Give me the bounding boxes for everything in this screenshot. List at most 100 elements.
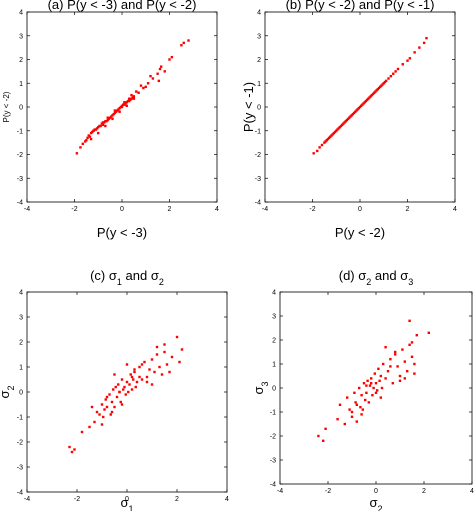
- x-tick-label: 0: [358, 206, 362, 213]
- data-point: [80, 430, 84, 434]
- data-point: [142, 86, 145, 90]
- data-point: [163, 343, 166, 346]
- x-tick-label: -2: [309, 206, 315, 213]
- x-tick-label: 4: [470, 488, 474, 495]
- data-point: [120, 403, 124, 406]
- data-point: [389, 365, 392, 368]
- data-point: [113, 405, 116, 409]
- data-point: [180, 44, 183, 47]
- y-tick-label: 2: [272, 338, 276, 345]
- data-point: [394, 353, 397, 356]
- data-point: [133, 370, 136, 374]
- data-point: [427, 331, 430, 334]
- y-tick-label: 0: [19, 105, 23, 112]
- data-point: [68, 445, 71, 449]
- y-tick-label: 3: [257, 33, 261, 40]
- x-tick-label: -4: [262, 206, 268, 213]
- data-point: [133, 368, 136, 371]
- data-point: [102, 415, 105, 419]
- data-point: [110, 400, 114, 404]
- y-tick-label: 4: [19, 290, 23, 297]
- data-point: [100, 423, 104, 426]
- data-point: [368, 384, 372, 387]
- data-point: [113, 373, 116, 376]
- data-point: [117, 383, 120, 386]
- data-point: [370, 382, 373, 385]
- x-tick-label: 4: [453, 206, 457, 213]
- x-tick-label: -2: [325, 488, 331, 495]
- data-point: [378, 379, 381, 382]
- y-tick-label: -1: [17, 128, 23, 135]
- data-point: [170, 355, 174, 359]
- y-axis-label: σ3: [251, 381, 270, 394]
- data-point: [396, 365, 399, 368]
- data-point: [148, 368, 151, 371]
- data-point: [175, 335, 179, 339]
- data-point: [401, 63, 404, 66]
- data-point: [125, 104, 128, 108]
- data-point: [408, 319, 411, 322]
- y-tick-label: -3: [17, 176, 23, 183]
- data-point: [106, 116, 109, 119]
- data-point: [336, 418, 339, 421]
- data-point: [317, 434, 320, 438]
- scatter-panel-3: -4 -2 0 2 4 -4 -3 -2 -1 0 1 2 3 4 (c) σ1 and σ2 σ1 σ2: [0, 268, 229, 511]
- data-point: [403, 377, 406, 380]
- data-point: [391, 382, 394, 385]
- data-point: [365, 384, 368, 387]
- y-tick-label: 2: [19, 340, 23, 347]
- x-tick-label: -4: [24, 496, 30, 503]
- y-tick-label: -4: [255, 200, 261, 207]
- y-tick-label: 4: [257, 10, 261, 17]
- data-point: [384, 79, 388, 83]
- x-tick-label: 2: [406, 206, 410, 213]
- chart-title: (a) P(y < -3) and P(y < -2): [48, 0, 197, 12]
- data-point: [384, 377, 387, 380]
- data-point: [90, 405, 94, 409]
- data-point: [373, 372, 376, 375]
- x-tick-label: -4: [277, 488, 283, 495]
- data-point: [324, 427, 327, 430]
- y-tick-label: -4: [270, 482, 276, 489]
- data-point: [362, 382, 366, 385]
- y-tick-label: -2: [270, 434, 276, 441]
- data-point: [118, 390, 121, 394]
- data-point: [410, 341, 414, 344]
- data-point: [408, 343, 411, 346]
- data-point: [104, 124, 107, 128]
- data-point: [108, 393, 111, 396]
- scatter-panel-4: -4 -2 0 2 4 -4 -3 -2 -1 0 1 2 3 4 (d) σ2 and σ3 σ2 σ3: [251, 268, 474, 511]
- data-point: [355, 420, 358, 423]
- data-point: [140, 363, 144, 366]
- data-point: [343, 422, 346, 426]
- data-point: [398, 379, 402, 382]
- data-point: [322, 439, 325, 442]
- data-point: [379, 374, 382, 378]
- y-tick-label: -4: [17, 490, 23, 497]
- data-point: [398, 374, 402, 378]
- data-point: [360, 394, 363, 397]
- y-axis-label: P(y < -2): [2, 91, 11, 122]
- data-point: [139, 84, 143, 87]
- x-tick-label: 0: [120, 206, 124, 213]
- data-point: [359, 406, 362, 409]
- data-point: [99, 124, 102, 128]
- chart-title: (c) σ1 and σ2: [90, 268, 164, 287]
- data-point: [408, 57, 412, 60]
- data-point: [350, 410, 354, 414]
- data-point: [156, 72, 159, 75]
- data-point: [73, 448, 76, 451]
- data-point: [130, 93, 133, 97]
- x-tick-label: 2: [168, 206, 172, 213]
- data-point: [371, 394, 374, 397]
- data-point: [312, 152, 315, 155]
- y-axis-label: P(y < -1): [241, 82, 256, 132]
- y-tick-label: -2: [17, 152, 23, 159]
- data-point: [100, 403, 104, 406]
- data-point: [413, 362, 416, 366]
- data-point: [386, 370, 390, 373]
- x-axis-label: P(y < -3): [97, 225, 147, 240]
- y-axis-label: σ2: [0, 385, 16, 398]
- data-point: [138, 365, 141, 369]
- data-point: [145, 375, 149, 379]
